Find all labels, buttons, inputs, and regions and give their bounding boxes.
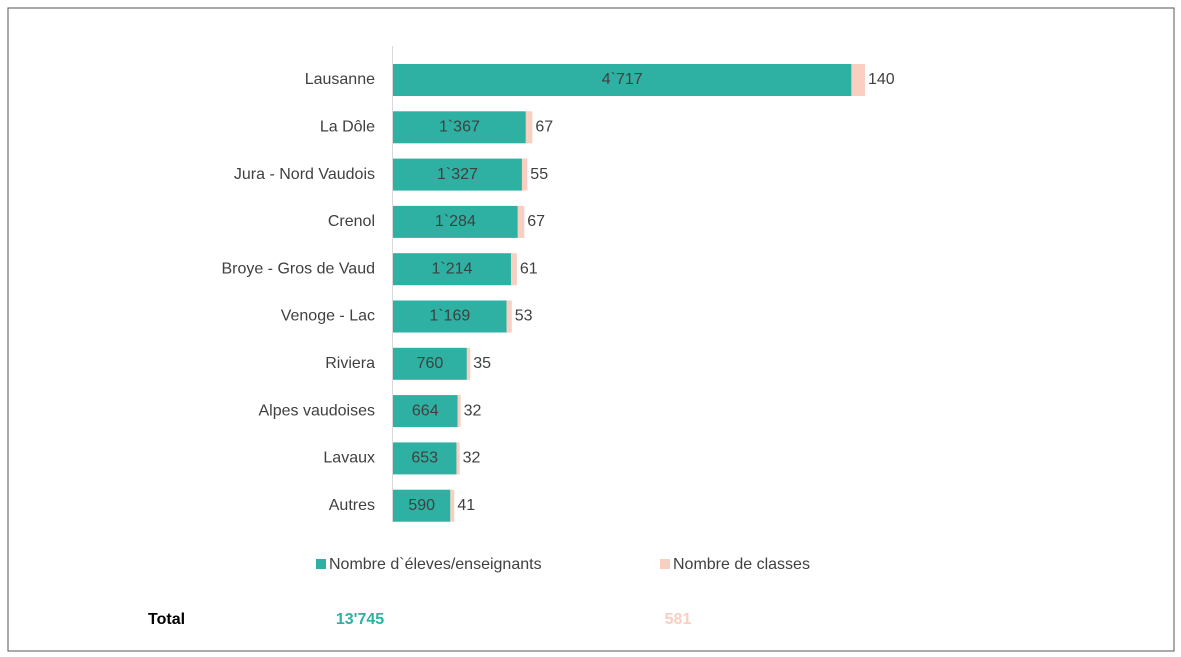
bar-segment bbox=[521, 158, 528, 191]
data-label: 32 bbox=[464, 402, 482, 419]
bar-segment bbox=[393, 442, 457, 475]
bar-segment bbox=[393, 347, 467, 380]
bar-segment bbox=[466, 347, 471, 380]
data-label: 760 bbox=[417, 355, 444, 372]
y-tick-label: Alpes vaudoises bbox=[258, 402, 375, 419]
total-value: 581 bbox=[665, 611, 692, 628]
bar-segment bbox=[456, 442, 460, 475]
bar-segment bbox=[393, 300, 507, 333]
bar-segment bbox=[393, 111, 526, 144]
bar-segment bbox=[393, 158, 522, 191]
data-label: 664 bbox=[412, 402, 439, 419]
data-label: 32 bbox=[463, 450, 481, 467]
data-label: 140 bbox=[868, 71, 895, 88]
legend-swatch bbox=[660, 559, 670, 569]
bar-segment bbox=[393, 205, 518, 238]
bar-segment bbox=[393, 253, 511, 286]
data-label: 1`284 bbox=[435, 213, 476, 230]
data-label: 67 bbox=[535, 119, 553, 136]
bar-segment bbox=[525, 111, 533, 144]
y-tick-label: Crenol bbox=[328, 213, 375, 230]
bar-segment bbox=[510, 253, 517, 286]
legend-label: Nombre d`éleves/enseignants bbox=[329, 556, 542, 573]
y-tick-label: Venoge - Lac bbox=[281, 308, 375, 325]
y-tick-label: Lausanne bbox=[305, 71, 375, 88]
total-value: 13'745 bbox=[336, 611, 384, 628]
data-label: 1`214 bbox=[432, 260, 473, 277]
bar-segment bbox=[393, 489, 451, 522]
data-label: 53 bbox=[515, 308, 533, 325]
total-label: Total bbox=[148, 611, 185, 628]
y-tick-label: Lavaux bbox=[323, 450, 375, 467]
data-label: 1`169 bbox=[429, 308, 470, 325]
legend-swatch bbox=[316, 559, 326, 569]
data-label: 653 bbox=[411, 450, 438, 467]
bar-segment bbox=[506, 300, 512, 333]
bar-segment bbox=[450, 489, 455, 522]
bar-segment bbox=[393, 395, 458, 428]
data-label: 1`327 bbox=[437, 166, 478, 183]
bar-segment bbox=[517, 205, 525, 238]
y-tick-label: La Dôle bbox=[320, 119, 375, 136]
bar-segment bbox=[457, 395, 461, 428]
data-label: 67 bbox=[527, 213, 545, 230]
data-label: 590 bbox=[408, 497, 435, 514]
bar-segment bbox=[393, 64, 852, 96]
data-label: 61 bbox=[520, 260, 538, 277]
y-tick-label: Autres bbox=[329, 497, 375, 514]
frame bbox=[7, 7, 1175, 652]
data-label: 4`717 bbox=[602, 71, 643, 88]
y-tick-label: Jura - Nord Vaudois bbox=[234, 166, 375, 183]
data-label: 41 bbox=[457, 497, 475, 514]
data-label: 35 bbox=[473, 355, 491, 372]
y-tick-label: Broye - Gros de Vaud bbox=[221, 260, 375, 277]
data-label: 55 bbox=[530, 166, 548, 183]
y-tick-label: Riviera bbox=[325, 355, 375, 372]
bar-segment bbox=[851, 64, 865, 96]
data-label: 1`367 bbox=[439, 119, 480, 136]
legend-label: Nombre de classes bbox=[673, 556, 810, 573]
